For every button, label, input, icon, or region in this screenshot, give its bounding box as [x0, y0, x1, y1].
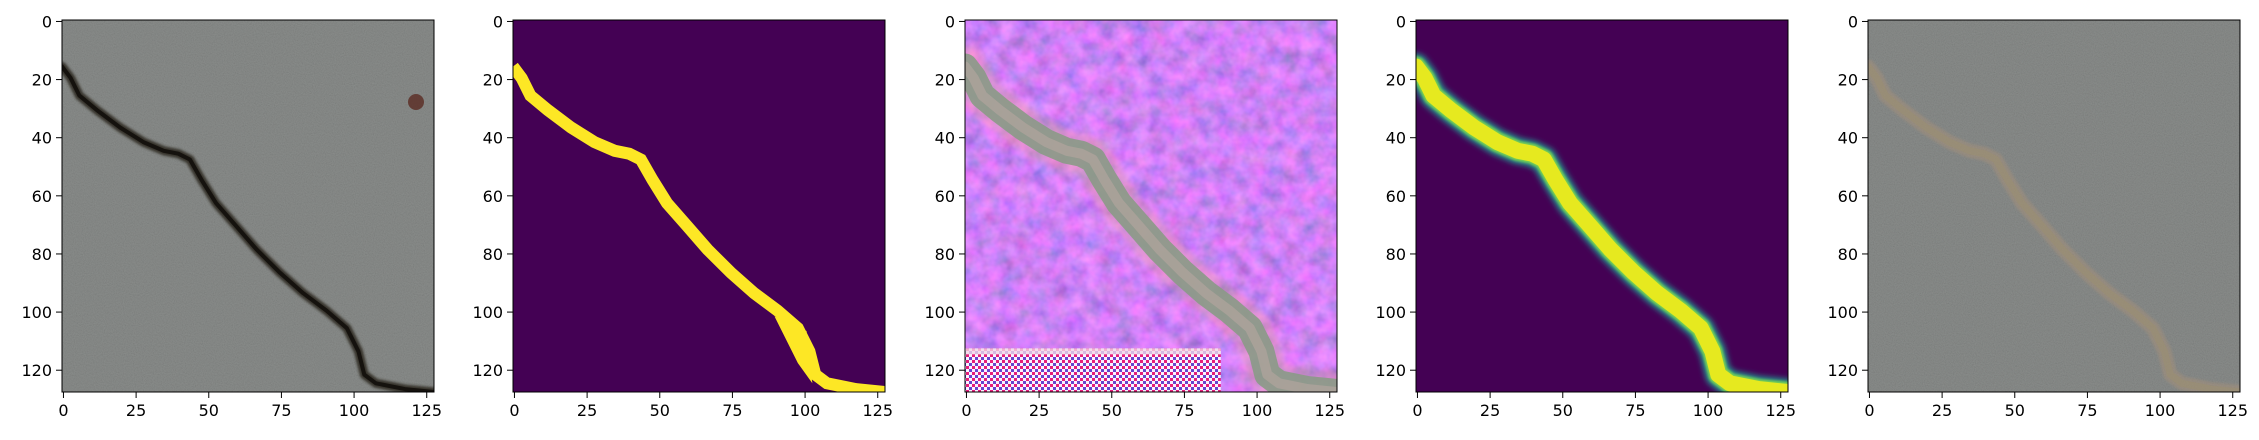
y-tick-label: 20: [32, 71, 52, 90]
panel-frame: [512, 19, 886, 393]
y-tick-label: 120: [472, 361, 503, 380]
y-tick-label: 120: [924, 361, 955, 380]
y-tick-label: 0: [1848, 12, 1858, 31]
x-tick-label: 25: [1480, 401, 1500, 420]
y-tick-label: 20: [483, 71, 503, 90]
panel-frame: [1867, 19, 2241, 393]
x-tick-label: 25: [126, 401, 146, 420]
x-tick-label: 50: [650, 401, 670, 420]
y-tick-label: 40: [935, 129, 955, 148]
panel-overlay: 0 25 50 75 100 125 0 20 40 60 80 100 120: [1827, 12, 2248, 420]
x-tick-label: 100: [790, 401, 821, 420]
x-tick-label: 100: [339, 401, 370, 420]
y-tick-label: 80: [935, 245, 955, 264]
x-tick-label: 50: [1102, 401, 1122, 420]
overlay-image: [1868, 20, 2240, 392]
x-tick-label: 25: [577, 401, 597, 420]
x-tick-label: 125: [2217, 401, 2248, 420]
x-tick-label: 25: [1029, 401, 1049, 420]
x-tick-label: 125: [1765, 401, 1796, 420]
y-tick-label: 40: [32, 129, 52, 148]
y-tick-label: 40: [1838, 129, 1858, 148]
y-tick-label: 80: [32, 245, 52, 264]
x-tick-label: 50: [199, 401, 219, 420]
x-tick-label: 75: [722, 401, 742, 420]
x-tick-label: 100: [2145, 401, 2176, 420]
y-tick-label: 100: [21, 303, 52, 322]
panel-frame: [61, 19, 435, 393]
panel-frame: [1415, 19, 1789, 393]
x-tick-label: 25: [1932, 401, 1952, 420]
y-tick-label: 0: [493, 12, 503, 31]
y-tick-label: 20: [935, 71, 955, 90]
y-tick-label: 60: [32, 187, 52, 206]
x-tick-label: 125: [1314, 401, 1345, 420]
x-tick-label: 75: [2077, 401, 2097, 420]
panel-frame: [964, 19, 1338, 393]
x-tick-label: 0: [961, 401, 971, 420]
x-tick-label: 0: [509, 401, 519, 420]
y-tick-label: 100: [1375, 303, 1406, 322]
x-tick-label: 75: [1625, 401, 1645, 420]
y-tick-label: 60: [935, 187, 955, 206]
feature-map-image: [965, 20, 1337, 392]
x-tick-label: 75: [1174, 401, 1194, 420]
y-tick-label: 120: [21, 361, 52, 380]
x-tick-label: 125: [862, 401, 893, 420]
y-tick-label: 40: [1386, 129, 1406, 148]
x-tick-label: 50: [1553, 401, 1573, 420]
panels-group: 0 25 50 75 100 125 0 20 40 60 80 100 120 0 25 50 75 100 12…: [21, 12, 2248, 420]
y-tick-label: 100: [472, 303, 503, 322]
y-tick-label: 60: [1386, 187, 1406, 206]
x-tick-label: 100: [1242, 401, 1273, 420]
y-tick-label: 60: [1838, 187, 1858, 206]
panel-prediction: 0 25 50 75 100 125 0 20 40 60 80 100 120: [1375, 12, 1796, 420]
prediction-image: [1416, 20, 1788, 392]
y-tick-label: 60: [483, 187, 503, 206]
x-tick-label: 125: [411, 401, 442, 420]
x-tick-label: 0: [58, 401, 68, 420]
y-tick-label: 80: [483, 245, 503, 264]
y-tick-label: 100: [1827, 303, 1858, 322]
panel-input-image: 0 25 50 75 100 125 0 20 40 60 80 100 120: [21, 12, 442, 420]
x-tick-label: 100: [1693, 401, 1724, 420]
y-tick-label: 40: [483, 129, 503, 148]
y-tick-label: 0: [945, 12, 955, 31]
panel-feature-map: 0 25 50 75 100 125 0 20 40 60 80 100 120: [924, 12, 1345, 420]
y-tick-label: 100: [924, 303, 955, 322]
y-tick-label: 80: [1838, 245, 1858, 264]
y-tick-label: 0: [42, 12, 52, 31]
x-tick-label: 75: [271, 401, 291, 420]
y-tick-label: 120: [1827, 361, 1858, 380]
ground-truth-mask-image: [513, 20, 885, 392]
y-tick-label: 80: [1386, 245, 1406, 264]
input-image-image: [62, 20, 434, 392]
x-tick-label: 0: [1412, 401, 1422, 420]
y-tick-label: 120: [1375, 361, 1406, 380]
y-tick-label: 0: [1396, 12, 1406, 31]
panel-ground-truth-mask: 0 25 50 75 100 125 0 20 40 60 80 100 120: [472, 12, 893, 420]
x-tick-label: 0: [1864, 401, 1874, 420]
y-tick-label: 20: [1838, 71, 1858, 90]
y-tick-label: 20: [1386, 71, 1406, 90]
x-tick-label: 50: [2005, 401, 2025, 420]
